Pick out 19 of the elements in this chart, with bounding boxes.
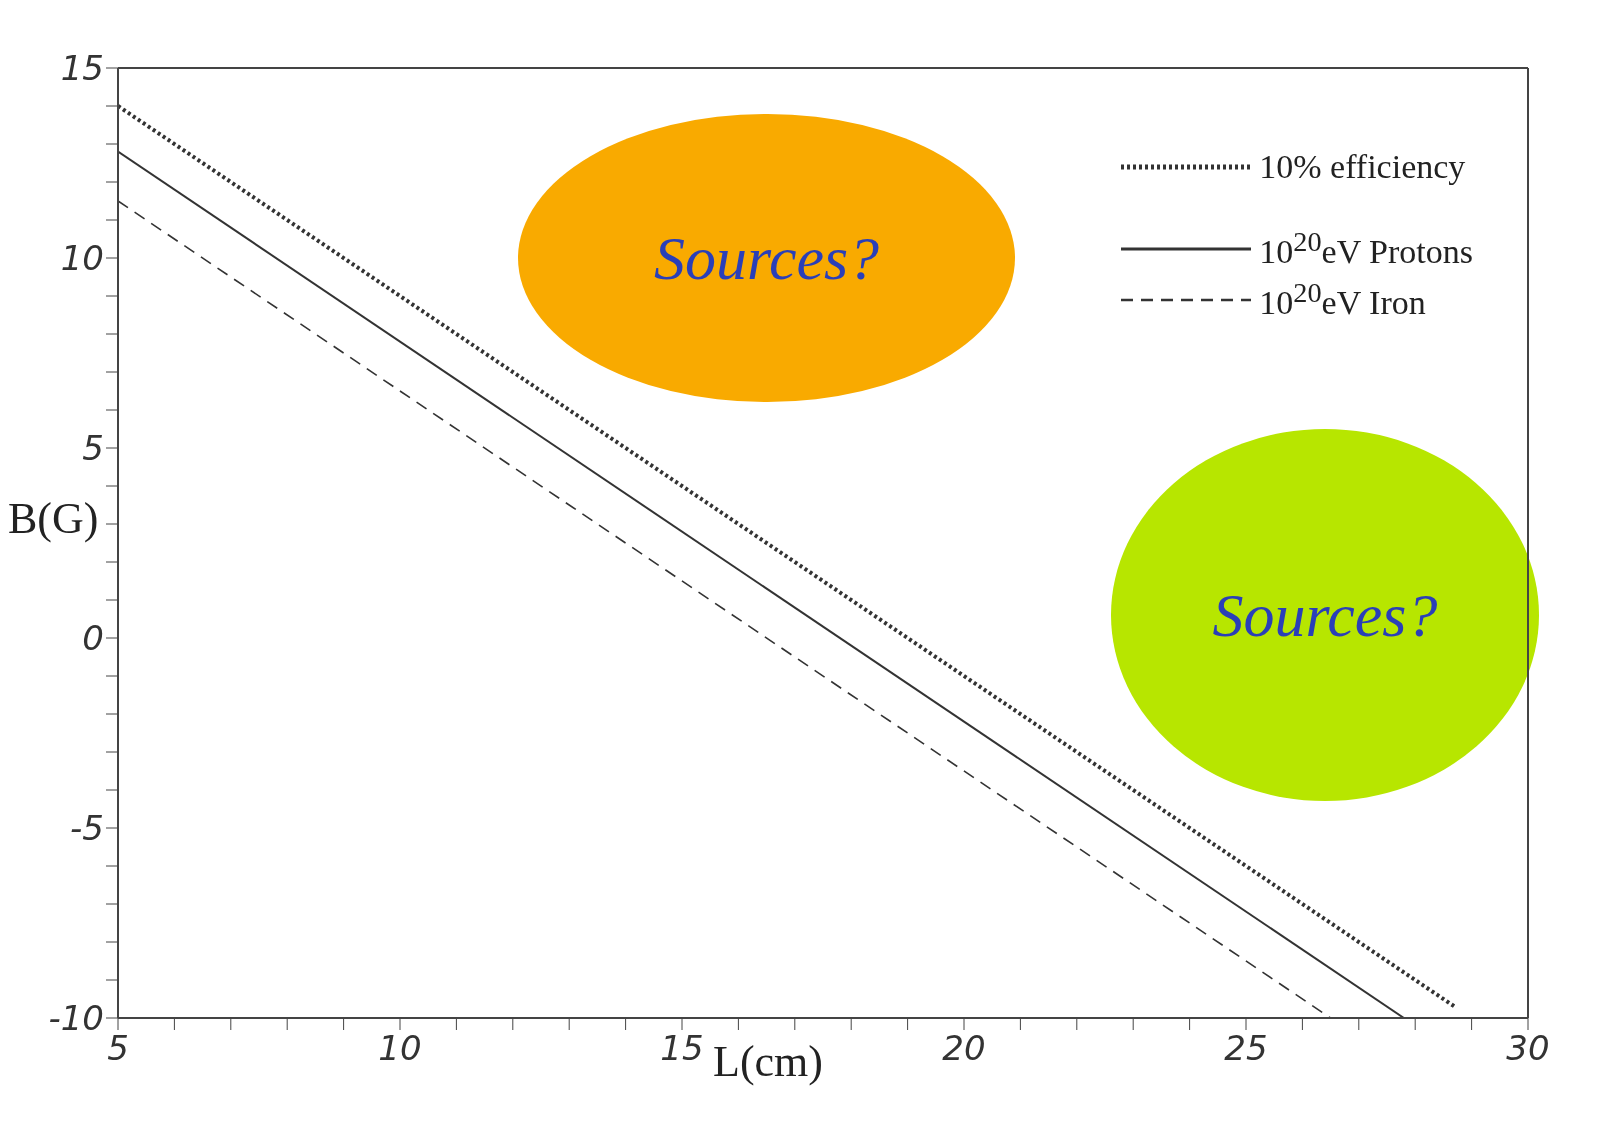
legend-label: 10% efficiency — [1259, 148, 1466, 186]
y-tick-label: -10 — [48, 998, 104, 1039]
y-tick-label: 10 — [60, 238, 104, 279]
legend-label: 10$^{20}$eV Iron — [1259, 277, 1426, 323]
x-tick-label: 15 — [660, 1028, 704, 1069]
y-tick-label: 5 — [82, 428, 104, 469]
x-tick-label: 10 — [378, 1028, 422, 1069]
legend-label: 10$^{20}$eV Protons — [1259, 226, 1473, 272]
x-tick-label: 5 — [107, 1028, 129, 1069]
x-tick-label: 25 — [1224, 1028, 1268, 1069]
y-tick-label: -5 — [70, 808, 104, 849]
annotation: Sources? — [1211, 580, 1439, 652]
y-axis-title: B(G) — [8, 493, 99, 544]
y-tick-label: 15 — [60, 48, 104, 89]
x-axis-title: L(cm) — [713, 1036, 823, 1087]
x-tick-label: 20 — [942, 1028, 986, 1069]
annotation: Sources? — [653, 223, 881, 294]
x-tick-label: 30 — [1506, 1028, 1550, 1069]
y-tick-label: 0 — [82, 618, 104, 659]
